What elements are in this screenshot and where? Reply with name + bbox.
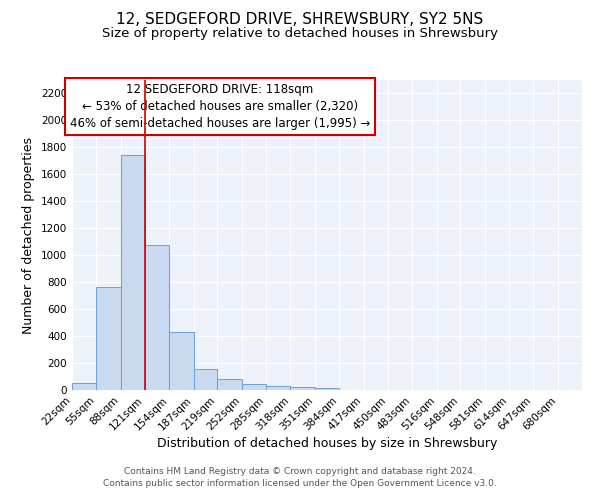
Y-axis label: Number of detached properties: Number of detached properties <box>22 136 35 334</box>
Bar <box>194 369 217 390</box>
Bar <box>121 155 145 390</box>
Bar <box>315 388 339 390</box>
Bar <box>266 386 290 390</box>
Bar <box>72 382 97 390</box>
Bar <box>145 245 169 390</box>
Text: Size of property relative to detached houses in Shrewsbury: Size of property relative to detached ho… <box>102 28 498 40</box>
Bar <box>242 384 266 390</box>
Bar <box>217 379 242 390</box>
Bar <box>97 287 121 390</box>
Bar <box>169 332 194 390</box>
Text: 12 SEDGEFORD DRIVE: 118sqm
← 53% of detached houses are smaller (2,320)
46% of s: 12 SEDGEFORD DRIVE: 118sqm ← 53% of deta… <box>70 83 370 130</box>
Text: 12, SEDGEFORD DRIVE, SHREWSBURY, SY2 5NS: 12, SEDGEFORD DRIVE, SHREWSBURY, SY2 5NS <box>116 12 484 28</box>
Text: Contains HM Land Registry data © Crown copyright and database right 2024.
Contai: Contains HM Land Registry data © Crown c… <box>103 466 497 487</box>
X-axis label: Distribution of detached houses by size in Shrewsbury: Distribution of detached houses by size … <box>157 438 497 450</box>
Bar <box>290 387 315 390</box>
